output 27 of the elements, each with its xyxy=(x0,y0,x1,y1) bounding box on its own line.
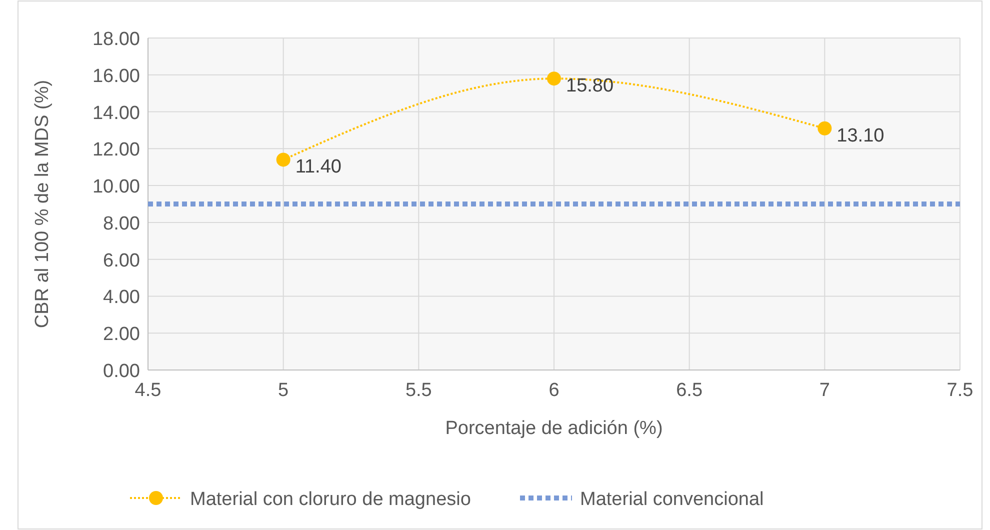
y-tick-label: 6.00 xyxy=(103,250,140,272)
x-tick-label: 7.5 xyxy=(946,380,974,401)
x-tick-label: 6.5 xyxy=(676,380,703,401)
data-label: 11.40 xyxy=(295,156,342,178)
x-tick-label: 5.5 xyxy=(405,380,432,401)
point xyxy=(818,121,832,136)
x-tick-label: 4.5 xyxy=(134,380,162,401)
y-tick-label: 14.00 xyxy=(92,102,140,124)
y-tick-label: 12.00 xyxy=(92,140,140,161)
y-tick-label: 8.00 xyxy=(103,213,140,234)
x-tick-label: 6 xyxy=(548,380,560,401)
point xyxy=(547,72,561,86)
point xyxy=(276,152,290,167)
x-tick-label: 5 xyxy=(278,380,289,401)
x-tick-label: 7 xyxy=(819,380,830,401)
legend-label: Material con cloruro de magnesio xyxy=(190,489,471,510)
y-tick-label: 18.00 xyxy=(92,29,140,50)
y-tick-label: 0.00 xyxy=(103,361,140,382)
data-label: 15.80 xyxy=(566,76,614,97)
y-tick-label: 2.00 xyxy=(103,324,140,346)
x-axis-title: Porcentaje de adición (%) xyxy=(445,418,663,439)
y-tick-label: 10.00 xyxy=(92,176,140,198)
y-tick-label: 16.00 xyxy=(92,66,140,87)
y-axis-title: CBR al 100 % de la MDS (%) xyxy=(32,80,53,328)
data-label: 13.10 xyxy=(836,125,884,146)
y-tick-label: 4.00 xyxy=(103,287,140,308)
legend-label: Material convencional xyxy=(580,489,764,510)
